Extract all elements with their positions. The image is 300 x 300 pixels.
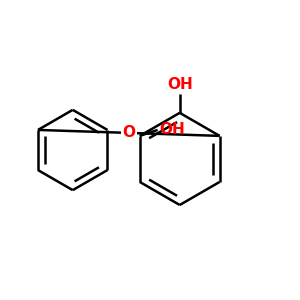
Text: OH: OH (167, 77, 193, 92)
Text: O: O (122, 125, 135, 140)
Text: OH: OH (159, 122, 185, 137)
